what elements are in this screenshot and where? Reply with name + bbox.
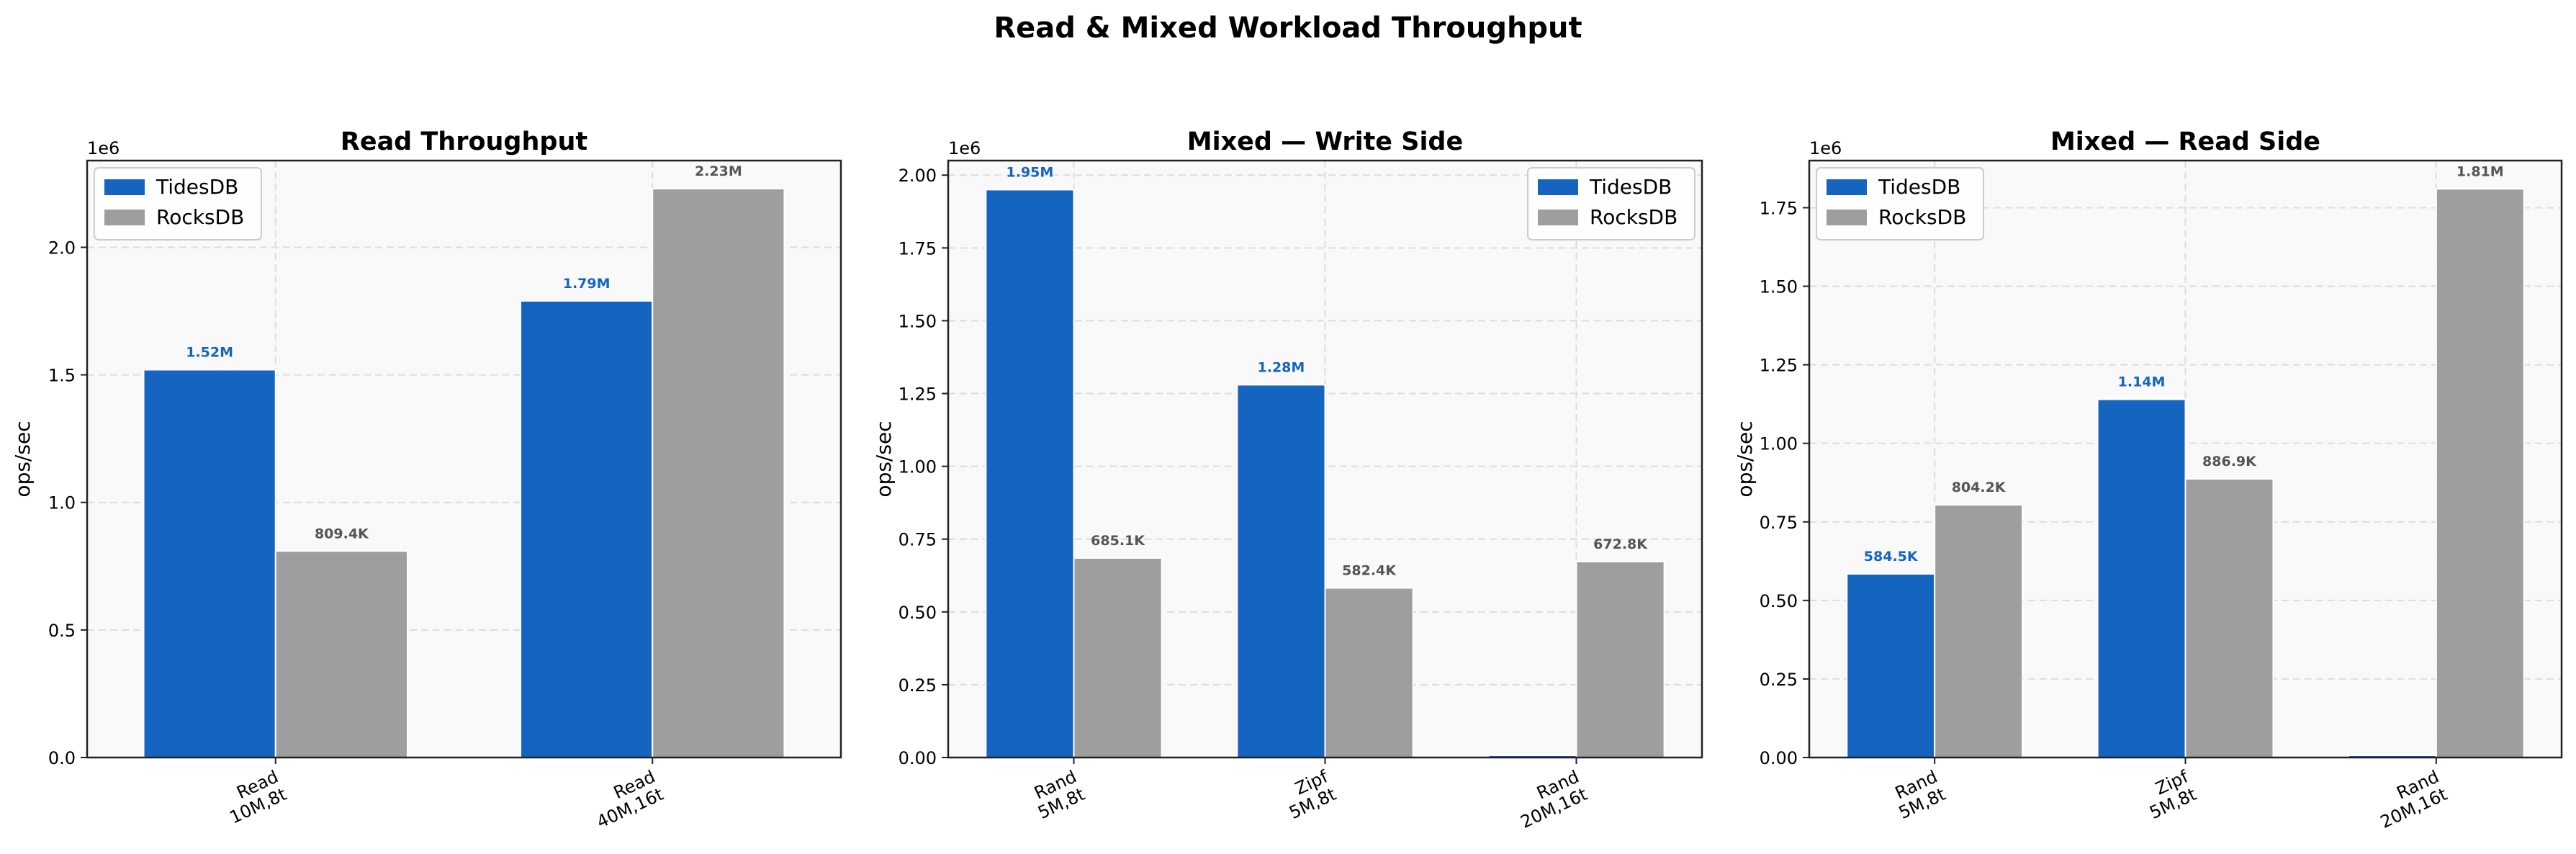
legend-swatch-tidesdb bbox=[1827, 179, 1867, 195]
bar-tidesdb-2 bbox=[520, 300, 654, 759]
bar-value-label: 1.14M bbox=[2118, 374, 2166, 390]
figure-title: Read & Mixed Workload Throughput bbox=[994, 12, 1582, 45]
y-tick-label: 1.75 bbox=[899, 238, 937, 259]
bar-value-label: 1.28M bbox=[1258, 359, 1305, 375]
legend-swatch-tidesdb bbox=[104, 179, 145, 195]
bar-value-label: 584.5K bbox=[1864, 549, 1919, 565]
y-tick-label: 1.75 bbox=[1760, 198, 1798, 218]
bar-value-label: 886.9K bbox=[2202, 454, 2257, 469]
bar-value-label: 804.2K bbox=[1952, 480, 2007, 495]
y-tick-label: 1.00 bbox=[1760, 434, 1798, 454]
x-tick-label: Zipf5M,8t bbox=[1278, 766, 1340, 823]
y-tick-label: 0.75 bbox=[899, 530, 937, 550]
bar-rocksdb-1 bbox=[1073, 557, 1163, 759]
x-tick-label: Rand5M,8t bbox=[1888, 766, 1949, 823]
y-tick-label: 0.50 bbox=[899, 603, 937, 623]
bar-rocksdb-1 bbox=[274, 550, 408, 758]
chart-panel-3: 584.5K 1.14M 804.2K 886.9K 1.81M Mixed — Read… bbox=[1733, 127, 2563, 832]
legend-swatch-rocksdb bbox=[1538, 210, 1578, 225]
y-tick-label: 1.5 bbox=[48, 366, 76, 386]
axis-offset-text: 1e6 bbox=[1809, 138, 1842, 158]
y-tick-label: 2.0 bbox=[48, 238, 76, 258]
x-tick-label: Zipf5M,8t bbox=[2138, 766, 2200, 823]
chart-title: Read Throughput bbox=[341, 127, 587, 156]
chart-title: Mixed — Write Side bbox=[1187, 127, 1463, 156]
y-tick-label: 2.00 bbox=[899, 166, 937, 186]
bar-value-label: 1.95M bbox=[1006, 164, 1054, 180]
legend-label-rocksdb: RocksDB bbox=[156, 205, 244, 229]
chart-panel-2: 1.95M 1.28M 685.1K 582.4K 672.8K Mixed — Writ… bbox=[872, 127, 1703, 832]
x-tick-label: Rand20M,16t bbox=[1509, 766, 1590, 832]
bar-value-label: 2.23M bbox=[695, 163, 742, 179]
y-tick-label: 0.0 bbox=[48, 748, 76, 768]
legend-swatch-tidesdb bbox=[1538, 179, 1578, 195]
bar-tidesdb-2 bbox=[2097, 398, 2187, 758]
bar-tidesdb-1 bbox=[143, 369, 276, 758]
y-tick-label: 1.0 bbox=[48, 493, 76, 513]
axes-frame bbox=[86, 159, 842, 759]
y-tick-label: 0.25 bbox=[1760, 670, 1798, 690]
y-axis-label: ops/sec bbox=[1733, 421, 1757, 497]
y-axis-label: ops/sec bbox=[11, 421, 35, 497]
bar-value-label: 672.8K bbox=[1593, 536, 1648, 552]
y-tick-label: 0.00 bbox=[1760, 748, 1798, 768]
y-tick-label: 0.00 bbox=[899, 748, 937, 768]
legend-label-tidesdb: TidesDB bbox=[156, 175, 238, 199]
y-axis-label: ops/sec bbox=[872, 421, 896, 497]
x-tick-label: Rand5M,8t bbox=[1027, 766, 1088, 823]
legend-swatch-rocksdb bbox=[104, 210, 145, 225]
legend-label-tidesdb: TidesDB bbox=[1589, 175, 1672, 199]
bar-rocksdb-2 bbox=[2184, 478, 2274, 759]
legend-label-rocksdb: RocksDB bbox=[1878, 205, 1966, 229]
x-tick-label: Read40M,16t bbox=[585, 766, 667, 832]
y-tick-label: 1.25 bbox=[1760, 356, 1798, 376]
legend-swatch-rocksdb bbox=[1827, 210, 1867, 225]
legend-label-rocksdb: RocksDB bbox=[1590, 205, 1677, 229]
axis-offset-text: 1e6 bbox=[87, 138, 120, 158]
chart-title: Mixed — Read Side bbox=[2050, 127, 2320, 156]
bar-value-label: 685.1K bbox=[1091, 533, 1145, 549]
legend-label-tidesdb: TidesDB bbox=[1878, 175, 1960, 199]
legend: TidesDB RocksDB bbox=[1816, 167, 1984, 241]
bar-rocksdb-3 bbox=[1575, 560, 1665, 759]
y-tick-label: 0.5 bbox=[48, 621, 76, 641]
y-tick-label: 1.00 bbox=[899, 457, 937, 477]
y-tick-label: 1.50 bbox=[899, 311, 937, 331]
bar-tidesdb-1 bbox=[1846, 572, 1936, 759]
bar-rocksdb-2 bbox=[652, 187, 785, 758]
bar-rocksdb-3 bbox=[2435, 188, 2525, 758]
bar-rocksdb-1 bbox=[1934, 504, 2024, 759]
y-tick-label: 1.25 bbox=[899, 385, 937, 405]
axis-offset-text: 1e6 bbox=[948, 138, 981, 158]
chart-panel-1: 1.52M 1.79M 809.4K 2.23M Read Throughput 1e6 0… bbox=[11, 127, 842, 832]
y-tick-label: 1.50 bbox=[1760, 277, 1798, 297]
bar-tidesdb-2 bbox=[1236, 384, 1326, 758]
bar-value-label: 1.79M bbox=[563, 276, 611, 292]
bar-tidesdb-1 bbox=[985, 189, 1075, 758]
y-tick-label: 0.50 bbox=[1760, 591, 1798, 611]
bar-value-label: 1.81M bbox=[2456, 163, 2504, 179]
bar-value-label: 809.4K bbox=[315, 526, 369, 541]
x-tick-label: Rand20M,16t bbox=[2369, 766, 2451, 832]
x-tick-label: Read10M,8t bbox=[218, 766, 289, 827]
legend: TidesDB RocksDB bbox=[1527, 167, 1695, 241]
bar-rocksdb-2 bbox=[1324, 587, 1414, 758]
y-tick-label: 0.25 bbox=[899, 675, 937, 696]
y-tick-label: 0.75 bbox=[1760, 513, 1798, 533]
bar-value-label: 582.4K bbox=[1342, 562, 1397, 578]
legend: TidesDB RocksDB bbox=[94, 167, 262, 241]
bar-value-label: 1.52M bbox=[186, 345, 233, 361]
